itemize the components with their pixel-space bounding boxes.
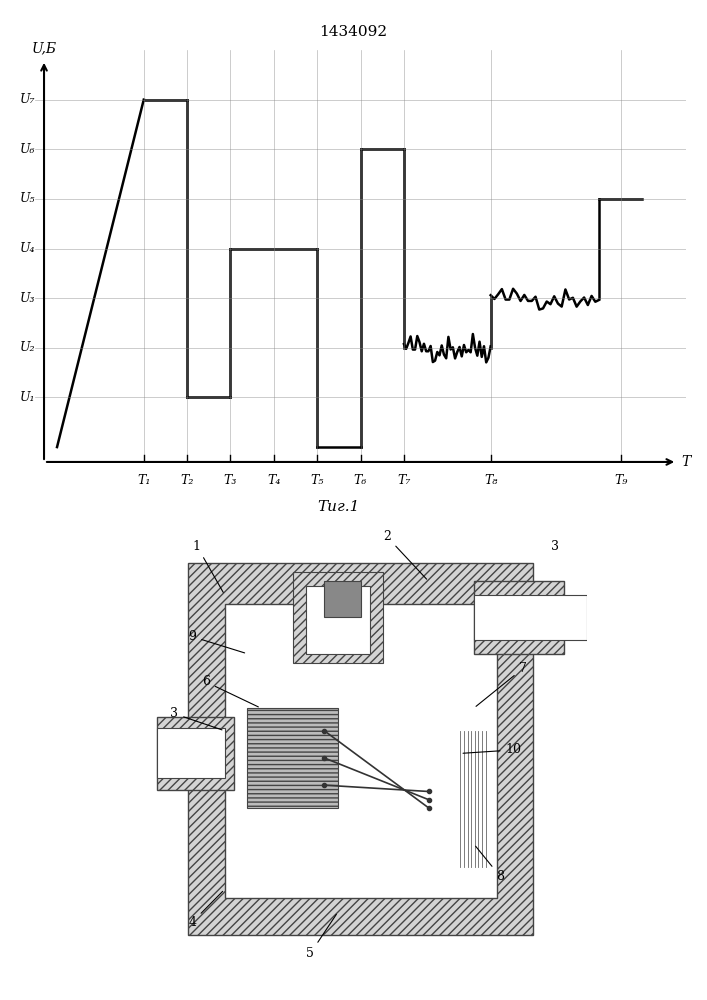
Text: U₁: U₁ (20, 391, 35, 404)
Bar (474, 595, 587, 640)
Polygon shape (188, 563, 533, 935)
Text: U₆: U₆ (20, 143, 35, 156)
Text: U₄: U₄ (20, 242, 35, 255)
Bar (225, 604, 496, 898)
Text: T₉: T₉ (614, 474, 627, 487)
Polygon shape (325, 581, 361, 617)
Text: T: T (682, 455, 691, 469)
Text: U₅: U₅ (20, 192, 35, 205)
Text: 3: 3 (551, 540, 559, 553)
Text: 5: 5 (306, 914, 337, 960)
Text: U₃: U₃ (20, 292, 35, 305)
Text: T₇: T₇ (397, 474, 411, 487)
Text: U,Б: U,Б (31, 41, 57, 55)
Text: T₃: T₃ (224, 474, 237, 487)
Text: U₇: U₇ (20, 93, 35, 106)
Text: T₅: T₅ (310, 474, 324, 487)
Text: 7: 7 (476, 662, 527, 706)
Bar (306, 586, 370, 654)
Text: T₄: T₄ (267, 474, 281, 487)
Text: T₂: T₂ (180, 474, 194, 487)
Text: 1434092: 1434092 (320, 25, 387, 39)
Text: T₆: T₆ (354, 474, 367, 487)
Polygon shape (474, 581, 564, 654)
Text: 9: 9 (188, 630, 245, 653)
Text: Τиг.1: Τиг.1 (317, 500, 360, 514)
Polygon shape (247, 708, 338, 808)
Text: 6: 6 (202, 675, 258, 707)
Text: 10: 10 (463, 743, 522, 756)
Text: 4: 4 (188, 891, 223, 929)
Text: 8: 8 (476, 846, 505, 883)
Bar (157, 728, 225, 778)
Text: U₂: U₂ (20, 341, 35, 354)
Polygon shape (293, 572, 383, 663)
Text: T₈: T₈ (484, 474, 497, 487)
Text: 2: 2 (383, 530, 426, 579)
Text: 1: 1 (193, 540, 223, 592)
Text: 3: 3 (170, 707, 222, 730)
Text: T₁: T₁ (137, 474, 151, 487)
Polygon shape (157, 717, 234, 790)
